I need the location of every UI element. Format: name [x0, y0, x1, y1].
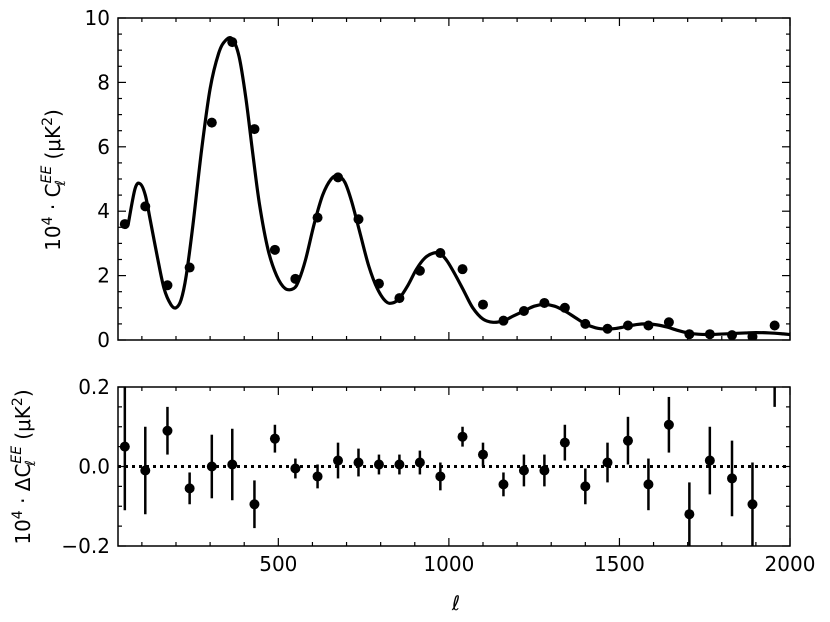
data-point — [414, 265, 425, 276]
data-point — [747, 331, 758, 340]
data-point — [227, 37, 238, 48]
residual-point — [602, 457, 613, 468]
residual-point — [269, 433, 280, 444]
data-point — [162, 280, 173, 291]
residual-point — [704, 455, 715, 466]
residual-point — [435, 471, 446, 482]
data-point — [643, 320, 654, 331]
y-tick-label: 4 — [97, 199, 110, 223]
data-point — [457, 264, 468, 275]
residual-point — [290, 463, 301, 474]
data-point — [269, 244, 280, 255]
data-point — [622, 320, 633, 331]
data-point — [312, 212, 323, 223]
residual-point — [518, 465, 529, 476]
x-tick-label: 1000 — [423, 552, 474, 576]
y-tick-label: 8 — [97, 70, 110, 94]
x-tick-label: 1500 — [594, 552, 645, 576]
data-point — [663, 317, 674, 328]
data-point — [727, 330, 738, 340]
y-tick-label: −0.2 — [61, 534, 110, 558]
residual-point — [353, 457, 364, 468]
residual-point — [559, 437, 570, 448]
residual-point — [312, 471, 323, 482]
residual-point — [333, 455, 344, 466]
top-plot-area — [119, 36, 790, 340]
data-point — [373, 278, 384, 289]
bottom-y-axis-title: 104 · ΔCEEℓ (μK2) — [9, 389, 39, 544]
x-axis-title: ℓ — [451, 591, 460, 615]
data-point — [684, 329, 695, 340]
data-point — [290, 273, 301, 284]
data-point — [394, 293, 405, 304]
data-point — [477, 299, 488, 310]
data-point — [602, 323, 613, 334]
data-point — [206, 117, 217, 128]
bottom-panel: 500 1000 1500 2000 −0.2 0.0 0.2 — [61, 362, 816, 576]
y-tick-label: 0 — [97, 328, 110, 352]
y-tick-label: 10 — [85, 6, 110, 30]
data-point — [140, 201, 151, 212]
top-y-axis-title: 104 · CEEℓ (μK2) — [39, 109, 69, 251]
y-tick-label: 0.0 — [78, 455, 110, 479]
residual-point — [227, 459, 238, 470]
data-point — [353, 214, 364, 225]
y-tick-label: 0.2 — [78, 375, 110, 399]
residual-point — [770, 362, 780, 372]
residual-point — [477, 449, 488, 460]
residual-point — [394, 459, 405, 470]
data-point — [184, 262, 195, 273]
data-point — [435, 248, 446, 259]
data-point — [333, 172, 344, 183]
data-point — [769, 320, 780, 331]
x-tick-label: 500 — [259, 552, 297, 576]
residual-point — [622, 435, 633, 446]
residual-point — [643, 479, 654, 490]
residual-point — [140, 465, 151, 476]
data-point — [119, 219, 130, 230]
top-panel: 0 2 4 6 8 10 — [85, 6, 791, 352]
residual-point — [206, 461, 217, 472]
y-tick-label: 2 — [97, 264, 110, 288]
data-point — [539, 297, 550, 308]
residual-point — [119, 441, 130, 452]
data-point — [249, 124, 260, 135]
residual-point — [580, 481, 591, 492]
data-point — [704, 329, 715, 340]
residual-point — [457, 431, 468, 442]
bottom-plot-area — [118, 362, 790, 546]
residual-point — [162, 425, 173, 436]
residual-point — [663, 419, 674, 430]
x-tick-label: 2000 — [765, 552, 816, 576]
residual-point — [184, 483, 195, 494]
top-axes-frame — [117, 17, 791, 341]
data-point — [559, 302, 570, 313]
residual-point — [727, 473, 738, 484]
data-point — [580, 318, 591, 329]
residual-point — [498, 479, 509, 490]
residual-point — [414, 457, 425, 468]
data-point — [498, 315, 509, 326]
data-point — [518, 306, 529, 317]
residual-point — [249, 499, 260, 510]
model-curve — [126, 36, 790, 337]
residual-point — [747, 499, 758, 510]
residual-point — [684, 509, 695, 520]
residual-point — [539, 465, 550, 476]
residual-point — [373, 459, 384, 470]
y-tick-label: 6 — [97, 135, 110, 159]
